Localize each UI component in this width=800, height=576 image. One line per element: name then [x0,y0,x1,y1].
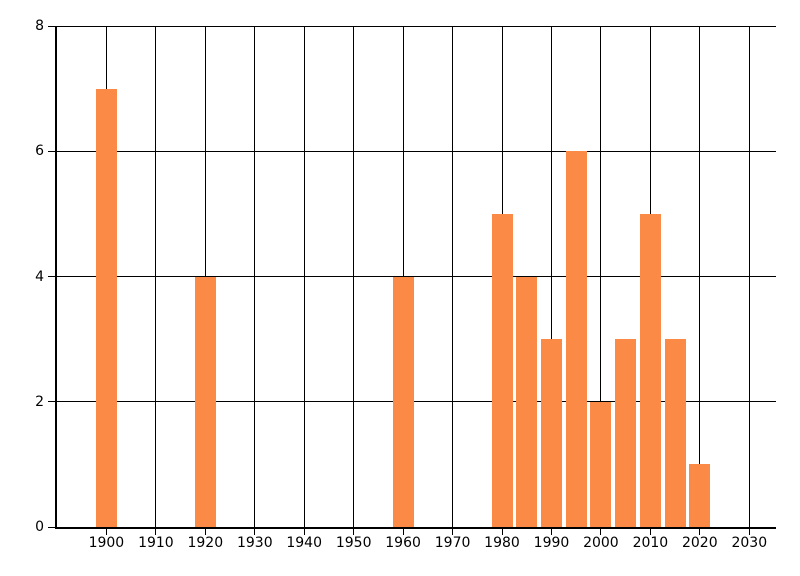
bar-1900 [95,88,117,527]
x-tick-label: 2030 [731,535,768,551]
plot-area [55,25,776,529]
x-tick-mark [699,529,701,535]
y-tick-mark [48,150,55,152]
x-tick-mark [551,529,552,535]
x-tick-label: 1960 [385,535,421,551]
bar-1980 [491,213,513,527]
bar-1920 [194,276,216,527]
y-gridline [57,276,776,277]
y-tick-mark [48,25,55,27]
bar-1995 [565,151,587,527]
bar-2020 [689,464,711,527]
y-tick-label: 4 [35,268,44,285]
x-tick-label: 2010 [632,535,669,551]
x-tick-mark [303,529,305,535]
bar-2010 [639,213,661,527]
bar-1985 [516,276,538,527]
x-tick-mark [204,529,206,535]
bar-2015 [664,339,686,527]
bar-2005 [615,339,637,527]
y-tick-label: 8 [35,18,44,34]
bar-1990 [541,339,562,527]
bar-1960 [392,276,414,527]
y-tick-mark [48,276,55,277]
x-tick-label: 1950 [335,535,372,551]
x-tick-label: 1900 [88,535,125,551]
x-tick-mark [600,529,602,535]
x-tick-label: 1910 [138,535,174,551]
x-tick-label: 1930 [236,535,273,551]
x-tick-label: 1940 [286,535,322,551]
x-tick-mark [353,529,355,535]
x-tick-mark [254,529,256,535]
y-tick-mark [48,526,55,528]
x-tick-mark [155,529,157,535]
x-tick-label: 2000 [583,535,619,551]
x-tick-label: 2020 [681,535,718,551]
x-tick-mark [748,529,750,535]
x-tick-mark [105,529,107,535]
y-tick-label: 2 [35,393,44,410]
x-tick-label: 1990 [533,535,570,551]
y-gridline [57,25,776,27]
x-tick-mark [452,529,454,535]
y-gridline [57,401,776,403]
x-tick-mark [402,529,404,535]
x-tick-label: 1920 [187,535,224,551]
x-tick-label: 1970 [434,535,471,551]
x-tick-label: 1980 [484,535,520,551]
x-tick-mark [649,529,651,535]
x-tick-mark [501,529,503,535]
y-tick-mark [48,401,55,403]
y-gridline [57,150,776,152]
y-tick-label: 0 [35,519,44,535]
y-tick-label: 6 [35,143,44,160]
bar-2000 [590,401,612,527]
